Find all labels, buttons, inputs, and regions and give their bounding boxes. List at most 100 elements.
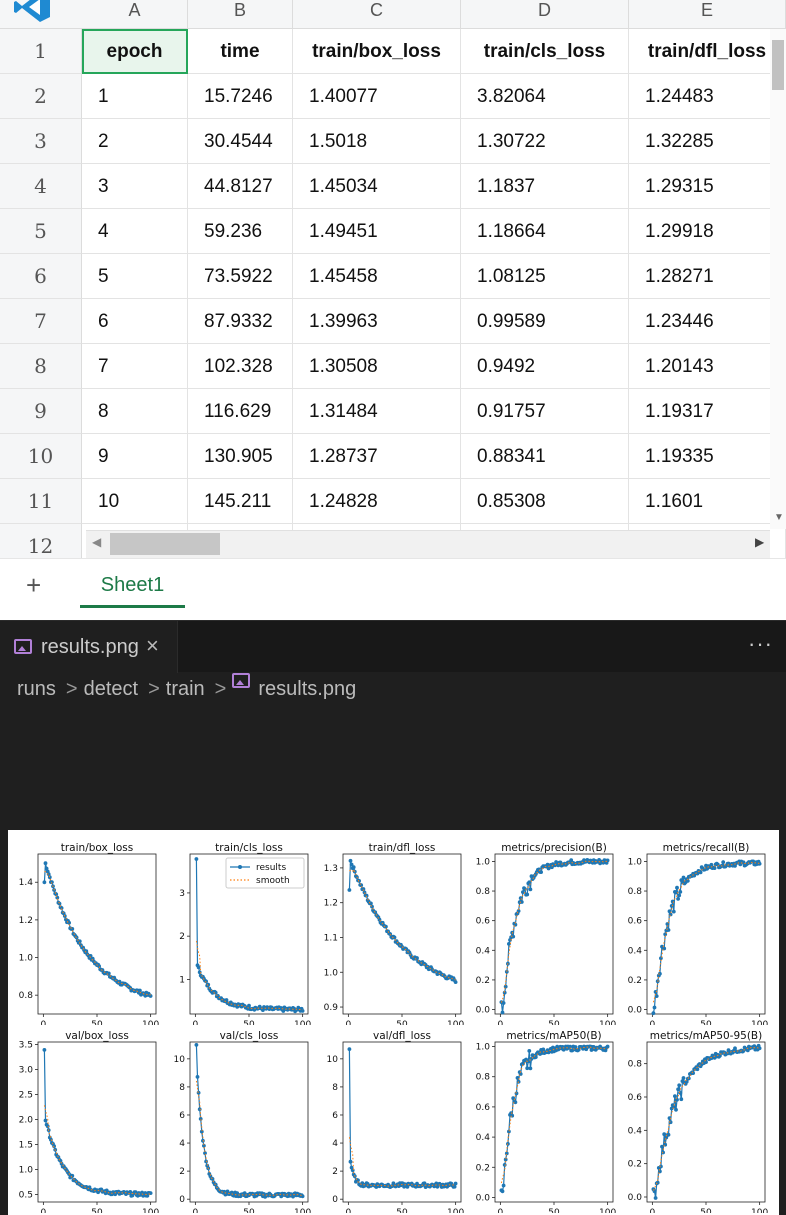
table-cell[interactable]: 1.28271 [629,254,786,299]
data-point [59,906,64,910]
tab-results-png[interactable]: results.png × [0,621,178,673]
table-cell[interactable]: 9 [82,434,188,479]
column-header-b[interactable]: B [188,0,293,29]
table-cell[interactable]: 1.18664 [461,209,629,254]
row-header[interactable]: 4 [0,164,82,209]
horizontal-scroll-thumb[interactable] [110,533,220,555]
table-cell[interactable]: 130.905 [188,434,293,479]
table-cell[interactable]: 1.45034 [293,164,461,209]
table-cell[interactable]: 1.29918 [629,209,786,254]
header-cell[interactable]: train/cls_loss [461,29,629,74]
row-header[interactable]: 7 [0,299,82,344]
table-cell[interactable]: 5 [82,254,188,299]
table-cell[interactable]: 6 [82,299,188,344]
column-header-a[interactable]: A [82,0,188,29]
y-tick-label: 0.2 [628,1160,642,1170]
table-cell[interactable]: 1.19335 [629,434,786,479]
table-cell[interactable]: 1.45458 [293,254,461,299]
data-point [392,935,397,940]
table-cell[interactable]: 1 [82,74,188,119]
row-header[interactable]: 9 [0,389,82,434]
y-tick-label: 3.5 [19,1041,33,1051]
breadcrumb-detect[interactable]: detect [83,678,139,700]
header-cell[interactable]: train/dfl_loss [629,29,786,74]
table-cell[interactable]: 1.20143 [629,344,786,389]
table-cell[interactable]: 73.5922 [188,254,293,299]
table-cell[interactable]: 44.8127 [188,164,293,209]
row-header[interactable]: 11 [0,479,82,524]
sheet-tab-sheet1[interactable]: Sheet1 [80,570,185,608]
header-cell[interactable]: time [188,29,293,74]
table-cell[interactable]: 0.85308 [461,479,629,524]
table-cell[interactable]: 1.5018 [293,119,461,164]
row-header[interactable]: 8 [0,344,82,389]
column-header-e[interactable]: E [629,0,786,29]
table-cell[interactable]: 0.9492 [461,344,629,389]
table-cell[interactable]: 0.88341 [461,434,629,479]
table-cell[interactable]: 1.49451 [293,209,461,254]
header-cell[interactable]: epoch [82,29,188,74]
scroll-right-arrow-icon[interactable]: ▶ [755,535,765,549]
table-cell[interactable]: 3.82064 [461,74,629,119]
row-header[interactable]: 3 [0,119,82,164]
table-cell[interactable]: 1.23446 [629,299,786,344]
table-cell[interactable]: 1.24483 [629,74,786,119]
table-cell[interactable]: 1.1601 [629,479,786,524]
table-cell[interactable]: 15.7246 [188,74,293,119]
data-point [361,887,366,891]
table-cell[interactable]: 1.40077 [293,74,461,119]
table-cell[interactable]: 1.08125 [461,254,629,299]
table-cell[interactable]: 1.29315 [629,164,786,209]
table-cell[interactable]: 87.9332 [188,299,293,344]
table-cell[interactable]: 1.19317 [629,389,786,434]
table-cell[interactable]: 116.629 [188,389,293,434]
table-cell[interactable]: 102.328 [188,344,293,389]
row-header[interactable]: 6 [0,254,82,299]
y-tick-label: 0.8 [628,1060,643,1070]
table-cell[interactable]: 8 [82,389,188,434]
table-cell[interactable]: 2 [82,119,188,164]
header-cell[interactable]: train/box_loss [293,29,461,74]
table-cell[interactable]: 145.211 [188,479,293,524]
table-cell[interactable]: 0.91757 [461,389,629,434]
table-cell[interactable]: 3 [82,164,188,209]
table-cell[interactable]: 1.24828 [293,479,461,524]
scroll-left-arrow-icon[interactable]: ◀ [92,535,102,549]
image-file-icon [14,639,32,654]
column-header-d[interactable]: D [461,0,629,29]
table-cell[interactable]: 7 [82,344,188,389]
scroll-down-arrow-icon[interactable]: ▼ [774,512,784,523]
x-tick-label: 50 [548,1020,560,1025]
more-actions-icon[interactable]: ··· [748,631,773,656]
table-cell[interactable]: 59.236 [188,209,293,254]
data-point [691,1071,695,1075]
breadcrumb-runs[interactable]: runs [17,678,56,700]
table-cell[interactable]: 1.32285 [629,119,786,164]
column-header-c[interactable]: C [293,0,461,29]
vertical-scroll-thumb[interactable] [772,40,784,90]
table-cell[interactable]: 30.4544 [188,119,293,164]
table-cell[interactable]: 1.30722 [461,119,629,164]
table-cell[interactable]: 1.1837 [461,164,629,209]
x-tick-label: 0 [649,1208,655,1213]
table-cell[interactable]: 1.30508 [293,344,461,389]
data-point [651,1011,656,1016]
table-cell[interactable]: 10 [82,479,188,524]
vertical-scrollbar[interactable] [770,29,786,529]
breadcrumb-train[interactable]: train [165,678,205,700]
table-cell[interactable]: 0.99589 [461,299,629,344]
table-cell[interactable]: 1.39963 [293,299,461,344]
y-tick-label: 0.2 [476,1163,490,1173]
breadcrumb-results-png[interactable]: results.png [258,678,357,700]
table-cell[interactable]: 1.31484 [293,389,461,434]
close-icon[interactable]: × [146,633,159,658]
add-sheet-button[interactable]: + [26,570,42,600]
data-point [652,1005,657,1010]
row-header[interactable]: 1 [0,29,82,74]
row-header[interactable]: 10 [0,434,82,479]
row-header[interactable]: 2 [0,74,82,119]
data-point [350,1168,355,1173]
row-header[interactable]: 5 [0,209,82,254]
table-cell[interactable]: 1.28737 [293,434,461,479]
table-cell[interactable]: 4 [82,209,188,254]
